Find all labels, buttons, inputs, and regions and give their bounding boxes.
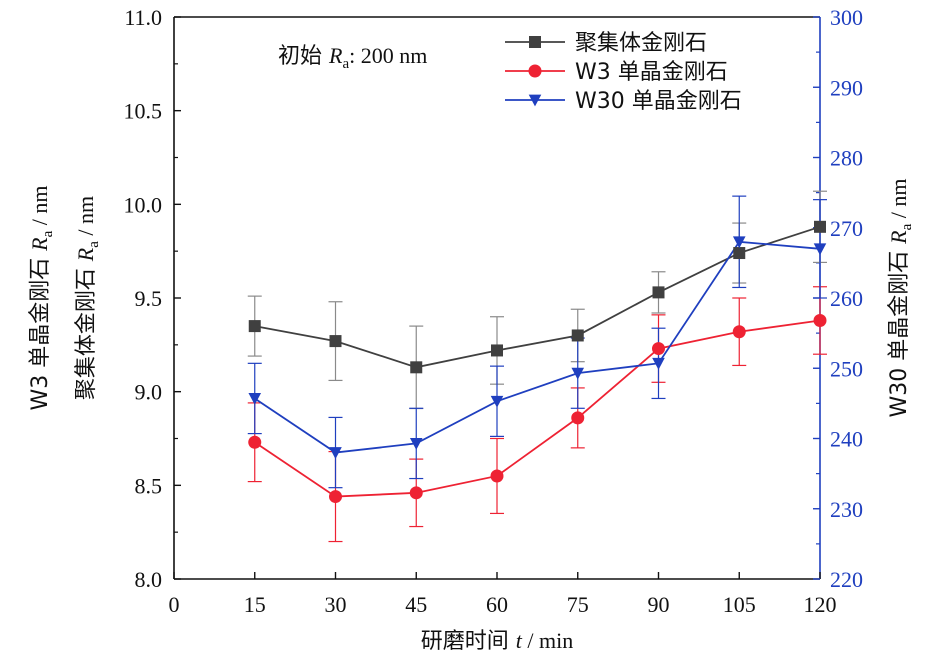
y-left-axis-title-1-unit: / nm — [27, 185, 52, 230]
y-right-tick-label: 230 — [830, 497, 863, 522]
data-point — [248, 393, 262, 405]
x-tick-label: 105 — [723, 592, 756, 617]
data-point — [814, 220, 826, 233]
axes: 0 15 30 45 60 75 90 105 120 8.0 8.5 9.0 9.5 10.0 10.5 1… — [124, 5, 864, 617]
data-point — [813, 243, 827, 256]
x-axis-title-var: t — [516, 628, 523, 653]
y-right-tick-label: 300 — [830, 5, 863, 30]
y-right-tick-label: 220 — [830, 567, 863, 592]
legend-marker — [528, 94, 542, 107]
y-right-tick-label: 280 — [830, 146, 863, 171]
data-point — [732, 236, 746, 249]
y-left-axis-title-2-var: R — [73, 247, 98, 262]
data-point — [490, 469, 504, 483]
y-left-tick-label: 8.0 — [135, 567, 163, 592]
y-left-tick-label: 8.5 — [135, 473, 163, 498]
y-left-axis-title-1-sub: a — [40, 230, 56, 237]
y-left-axis-title-2-unit: / nm — [73, 196, 98, 241]
initial-ra-annotation: 初始 Ra: 200 nm — [278, 43, 427, 72]
x-tick-label: 30 — [325, 592, 347, 617]
data-point — [571, 411, 585, 425]
y-right-tick-label: 270 — [830, 216, 863, 241]
y-left-axis-title-2-sub: a — [86, 241, 102, 248]
data-point — [491, 344, 503, 357]
data-point — [248, 320, 261, 333]
legend-label: W30 单晶金刚石 — [575, 89, 742, 114]
y-left-tick-label: 11.0 — [124, 5, 162, 30]
y-right-tick-label: 260 — [830, 286, 863, 311]
data-point — [329, 490, 342, 504]
x-tick-label: 90 — [648, 592, 670, 617]
series-lines — [254, 225, 821, 498]
data-point — [652, 357, 665, 370]
legend-marker — [529, 36, 541, 48]
x-tick-label: 75 — [567, 592, 589, 617]
data-point — [248, 435, 262, 449]
y-right-axis-title-unit: / nm — [886, 178, 911, 223]
data-point — [410, 361, 423, 374]
data-point — [409, 438, 423, 450]
x-axis-title: 研磨时间 t / min — [421, 628, 573, 654]
y-right-axis-title: W30 单晶金刚石 Ra / nm — [886, 178, 915, 417]
annotation-subscript: a — [342, 56, 349, 72]
data-point — [571, 329, 584, 342]
x-tick-label: 0 — [169, 592, 180, 617]
data-point — [329, 335, 342, 348]
y-right-tick-label: 290 — [830, 75, 863, 100]
legend: 聚集体金刚石 W3 单晶金刚石 W30 单晶金刚石 — [505, 31, 742, 114]
data-point — [409, 486, 423, 500]
x-axis-title-unit: / min — [522, 628, 573, 653]
y-left-tick-label: 10.5 — [124, 99, 163, 124]
annotation-symbol: R — [328, 43, 343, 68]
x-tick-label: 15 — [244, 592, 266, 617]
y-left-axis-title-2: 聚集体金刚石 Ra / nm — [73, 196, 102, 400]
data-point — [652, 342, 665, 356]
annotation-prefix: 初始 — [278, 44, 329, 69]
y-right-axis-title-text: W30 单晶金刚石 — [887, 244, 912, 418]
y-right-tick-label: 240 — [830, 427, 863, 452]
annotation: 初始 Ra: 200 nm — [278, 43, 427, 72]
y-left-tick-label: 9.0 — [135, 380, 163, 405]
legend-label: 聚集体金刚石 — [575, 31, 707, 56]
series-line-0 — [254, 225, 821, 369]
y-right-tick-label: 250 — [830, 356, 863, 381]
data-point — [732, 325, 746, 339]
data-point — [733, 247, 746, 260]
annotation-suffix: : 200 nm — [349, 43, 427, 68]
y-left-tick-label: 9.5 — [135, 286, 163, 311]
series-line-1 — [254, 319, 821, 498]
x-tick-label: 45 — [405, 592, 427, 617]
y-right-axis-title-var: R — [886, 230, 911, 245]
x-axis-title-text: 研磨时间 — [421, 629, 516, 654]
y-left-tick-label: 10.0 — [124, 192, 163, 217]
data-point — [652, 286, 665, 299]
series-markers — [248, 220, 827, 504]
data-point — [571, 367, 585, 380]
y-left-axis-title-1-var: R — [27, 237, 52, 252]
y-right-axis-title-sub: a — [899, 223, 915, 230]
x-tick-label: 60 — [486, 592, 508, 617]
y-left-axis-title-1: W3 单晶金刚石 Ra / nm — [27, 185, 56, 410]
data-point — [813, 313, 827, 327]
x-tick-label: 120 — [804, 592, 837, 617]
y-left-axis-title-1-text: W3 单晶金刚石 — [28, 251, 53, 411]
legend-label: W3 单晶金刚石 — [575, 60, 728, 85]
data-point — [329, 447, 342, 459]
y-left-axis-title-2-text: 聚集体金刚石 — [74, 261, 99, 400]
series-line-2 — [254, 240, 821, 454]
data-point — [490, 395, 504, 408]
legend-marker — [528, 64, 542, 78]
